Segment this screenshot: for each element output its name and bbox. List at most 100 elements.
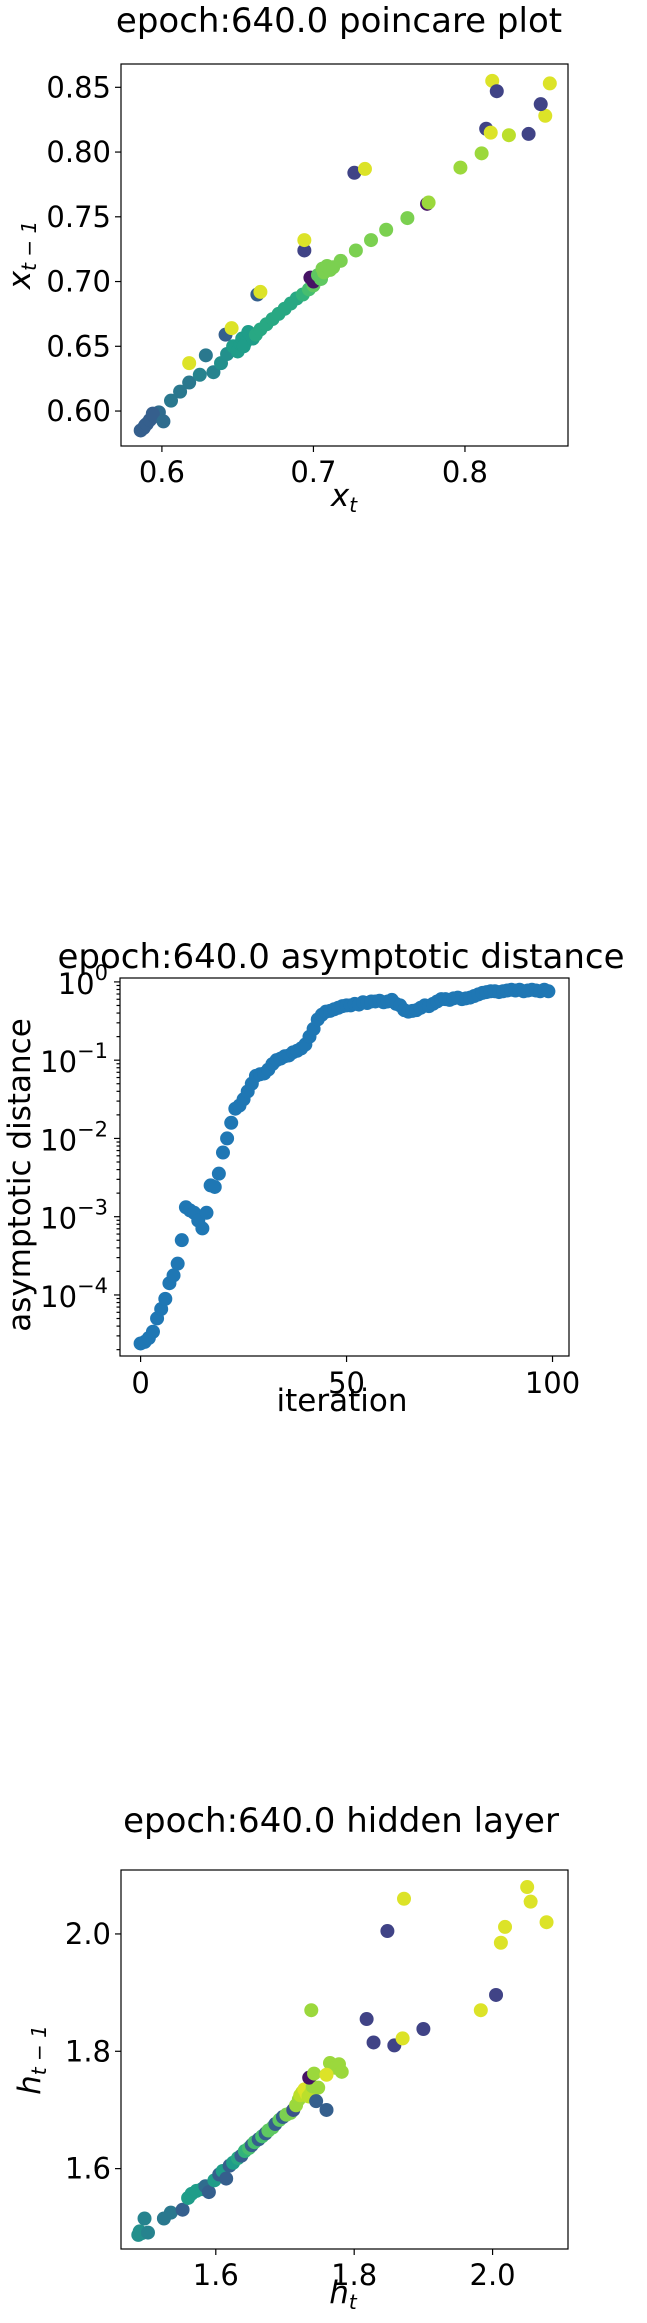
- scatter-point: [170, 1256, 185, 1271]
- scatter-point: [304, 2003, 319, 2018]
- y-tick-label: 100: [58, 961, 108, 1001]
- scatter-point: [215, 1145, 230, 1160]
- scatter-point: [145, 406, 160, 421]
- scatter-point: [319, 2067, 334, 2082]
- scatter-point: [493, 1935, 508, 1950]
- scatter-point: [347, 165, 362, 180]
- scatter-point: [236, 339, 251, 354]
- scatter-point: [201, 2185, 216, 2200]
- scatter-point: [166, 1268, 181, 1283]
- plot-area: 0 50 100 10−4 10−3 10−2 10−1 100: [40, 961, 580, 1400]
- scatter-point: [533, 97, 548, 112]
- scatter-point: [174, 1233, 189, 1248]
- scatter-point: [541, 984, 556, 999]
- scatter-point: [489, 1987, 504, 2002]
- x-axis-label: ht: [329, 2275, 358, 2314]
- scatter-point: [542, 76, 557, 91]
- scatter-point: [379, 222, 394, 237]
- scatter-point: [421, 195, 436, 210]
- plot-area: 0.6 0.7 0.8 0.60 0.65 0.70 0.75 0.80 0.85: [46, 63, 569, 489]
- scatter-point: [333, 253, 348, 268]
- scatter-point: [164, 393, 179, 408]
- scatter-point: [397, 1891, 412, 1906]
- x-tick-label: 0.6: [139, 455, 185, 489]
- x-tick-label: 100: [525, 1366, 580, 1400]
- x-tick-label: 0.7: [290, 455, 336, 489]
- y-tick-label: 10−3: [40, 1196, 108, 1236]
- scatter-point: [474, 146, 489, 161]
- scatter-point: [211, 1166, 226, 1181]
- scatter-point: [307, 2066, 322, 2081]
- y-tick-label: 0.65: [46, 329, 111, 363]
- scatter-point: [416, 2021, 431, 2036]
- scatter-point: [521, 126, 536, 141]
- scatter-point: [366, 2035, 381, 2050]
- scatter-point: [156, 414, 171, 429]
- y-tick-label: 1.8: [65, 2034, 111, 2068]
- scatter-point: [140, 2225, 155, 2240]
- y-tick-label: 10−1: [40, 1039, 108, 1079]
- scatter-point: [319, 2102, 334, 2117]
- scatter-point: [400, 211, 415, 226]
- axes-frame: [120, 63, 569, 447]
- scatter-point: [173, 384, 188, 399]
- scatter-point: [501, 128, 516, 143]
- scatter-point: [489, 84, 504, 99]
- axes-frame: [120, 1869, 569, 2250]
- chart-title: epoch:640.0 hidden layer: [123, 1801, 559, 1841]
- scatter-point: [520, 1880, 535, 1895]
- scatter-point: [145, 1324, 160, 1339]
- y-axis-label: xt − 1: [2, 221, 41, 290]
- hidden-layer-chart: epoch:640.0 hidden layer 1.6 1.8 2.0 1.61.…: [12, 1801, 569, 2314]
- asymptotic-distance-chart: epoch:640.0 asymptotic distance 0 50 100 1…: [2, 937, 625, 1419]
- scatter-point: [359, 2012, 374, 2027]
- x-tick-label: 50: [328, 1366, 365, 1400]
- y-axis-label: asymptotic distance: [2, 1018, 38, 1332]
- x-axis-label: iteration: [277, 1383, 408, 1419]
- scatter-point: [395, 2031, 410, 2046]
- scatter-point: [219, 2171, 234, 2186]
- scatter-point: [137, 2211, 152, 2226]
- y-axis-label: ht − 1: [12, 2025, 51, 2095]
- scatter-point: [334, 2064, 349, 2079]
- scatter-point: [453, 160, 468, 175]
- x-axis-label: xt: [330, 478, 358, 517]
- scatter-point: [473, 2003, 488, 2018]
- scatter-point: [199, 1205, 214, 1220]
- x-tick-label: 0: [131, 1366, 149, 1400]
- axes-frame: [119, 977, 570, 1357]
- scatter-point: [195, 1221, 210, 1236]
- plot-area: 1.6 1.8 2.0 1.6 1.8 2.0: [65, 1869, 569, 2292]
- scatter-point: [311, 2080, 326, 2095]
- scatter-point: [224, 1115, 239, 1130]
- scatter-point: [175, 2202, 190, 2217]
- scatter-point: [483, 125, 498, 140]
- x-tick-label: 1.6: [193, 2258, 239, 2292]
- scatter-point: [538, 108, 553, 123]
- scatter-point: [309, 2094, 324, 2109]
- scatter-point: [253, 284, 268, 299]
- y-tick-label: 0.85: [46, 70, 111, 104]
- scatter-point: [207, 1179, 222, 1194]
- y-tick-label: 0.60: [46, 394, 111, 428]
- chart-title: epoch:640.0 asymptotic distance: [58, 937, 625, 977]
- scatter-point: [364, 233, 379, 248]
- y-tick-label: 0.80: [46, 135, 111, 169]
- y-tick-label: 0.70: [46, 265, 111, 299]
- x-tick-label: 2.0: [470, 2258, 516, 2292]
- scatter-point: [498, 1919, 513, 1934]
- scatter-point: [348, 243, 363, 258]
- scatter-point: [192, 367, 207, 382]
- scatter-point: [380, 1924, 395, 1939]
- chart-title: epoch:640.0 poincare plot: [116, 1, 562, 41]
- x-tick-label: 1.8: [331, 2258, 377, 2292]
- y-tick-label: 0.75: [46, 200, 111, 234]
- scatter-point: [182, 375, 197, 390]
- y-tick-label: 10−4: [40, 1274, 108, 1314]
- y-tick-label: 2.0: [65, 1917, 111, 1951]
- y-tick-label: 10−2: [40, 1117, 108, 1157]
- scatter-point: [357, 161, 372, 176]
- poincare-plot-chart: epoch:640.0 poincare plot 0.6 0.7 0.8 0.60…: [2, 1, 569, 517]
- scatter-point: [182, 356, 197, 371]
- scatter-point: [297, 233, 312, 248]
